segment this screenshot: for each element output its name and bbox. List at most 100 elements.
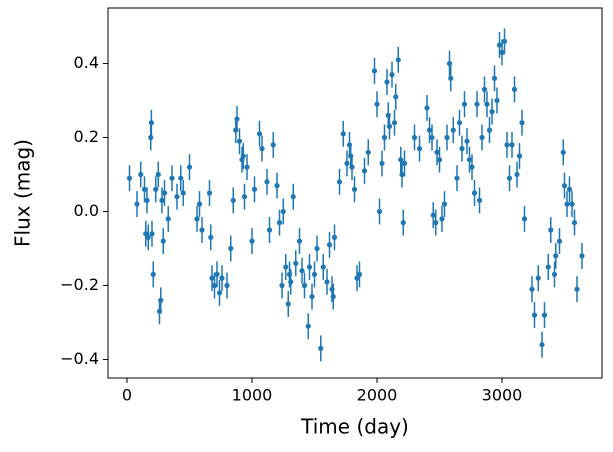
data-point [244, 164, 250, 170]
data-point [469, 164, 475, 170]
data-point [416, 146, 423, 152]
data-point [466, 157, 473, 163]
data-point [430, 212, 436, 218]
data-point [560, 149, 566, 155]
data-point [579, 253, 585, 259]
data-point [356, 271, 363, 277]
data-point [196, 201, 203, 207]
data-point [311, 271, 318, 277]
data-point [541, 312, 548, 318]
data-point [155, 171, 161, 178]
data-point [436, 157, 443, 163]
y-tick-label: −0.2 [60, 275, 99, 294]
data-point [264, 179, 270, 185]
data-point [548, 227, 554, 233]
data-point [285, 301, 291, 307]
data-point [476, 197, 483, 203]
data-point [141, 186, 148, 192]
data-point [386, 123, 393, 129]
data-point [535, 275, 541, 281]
y-tick-label: 0.0 [74, 201, 99, 220]
data-point [569, 201, 575, 207]
data-point [545, 264, 551, 270]
data-point [429, 134, 435, 141]
data-point [249, 238, 255, 244]
y-tick-label: 0.2 [74, 127, 99, 146]
data-point [180, 190, 186, 196]
data-point [161, 190, 168, 196]
data-point [574, 286, 580, 292]
x-tick-label: 2000 [357, 386, 398, 405]
data-point [448, 75, 454, 81]
data-point [365, 149, 371, 155]
x-axis-label: Time (day) [300, 415, 409, 439]
data-point [279, 282, 285, 289]
data-point [145, 234, 151, 240]
data-point [309, 294, 315, 300]
data-point [556, 238, 563, 244]
data-point [389, 72, 395, 78]
x-tick-label: 1000 [232, 386, 273, 405]
data-point [519, 120, 525, 126]
data-point [439, 216, 445, 222]
data-point [194, 216, 200, 222]
data-point [381, 134, 388, 141]
data-point [280, 208, 286, 215]
data-point [566, 186, 573, 192]
data-point [464, 138, 470, 144]
data-point [216, 290, 223, 296]
data-point [143, 231, 149, 237]
data-point [531, 312, 538, 318]
data-point [320, 264, 326, 270]
data-point [266, 227, 273, 233]
data-point [398, 157, 404, 163]
data-point [153, 186, 159, 192]
data-point [361, 168, 368, 174]
data-point [236, 138, 243, 144]
data-point [521, 216, 528, 222]
data-point [186, 164, 193, 170]
data-point [349, 164, 355, 170]
data-point [214, 271, 220, 277]
data-point [301, 282, 308, 289]
plot-frame [107, 7, 603, 379]
data-point [424, 105, 430, 111]
data-point [199, 227, 205, 233]
data-point [148, 120, 154, 126]
data-point [351, 186, 358, 192]
y-axis-label: Flux (mag) [11, 139, 35, 247]
data-point [259, 146, 265, 152]
data-point [479, 134, 485, 141]
data-point [411, 134, 418, 141]
data-point [564, 201, 570, 207]
data-point [514, 171, 520, 178]
data-point [314, 245, 320, 252]
data-point [144, 197, 150, 203]
data-point [305, 323, 311, 329]
data-point [561, 183, 568, 189]
y-tick-label: 0.4 [74, 53, 99, 72]
data-point [504, 142, 510, 148]
data-point [446, 60, 453, 67]
data-point [539, 342, 545, 348]
data-point [138, 171, 144, 178]
data-point [209, 275, 215, 281]
x-tick-label: 0 [122, 386, 132, 405]
data-point [374, 101, 380, 107]
data-point [296, 238, 303, 244]
data-point [444, 134, 450, 141]
data-point [461, 101, 468, 107]
data-point [340, 131, 346, 137]
data-point [158, 297, 164, 303]
data-point [441, 201, 448, 207]
data-point [399, 171, 405, 178]
data-point [150, 271, 156, 277]
data-point [395, 57, 401, 63]
data-point [169, 175, 175, 181]
data-point [379, 160, 385, 166]
data-point [336, 179, 343, 185]
data-point [276, 220, 283, 226]
data-point [293, 260, 299, 266]
